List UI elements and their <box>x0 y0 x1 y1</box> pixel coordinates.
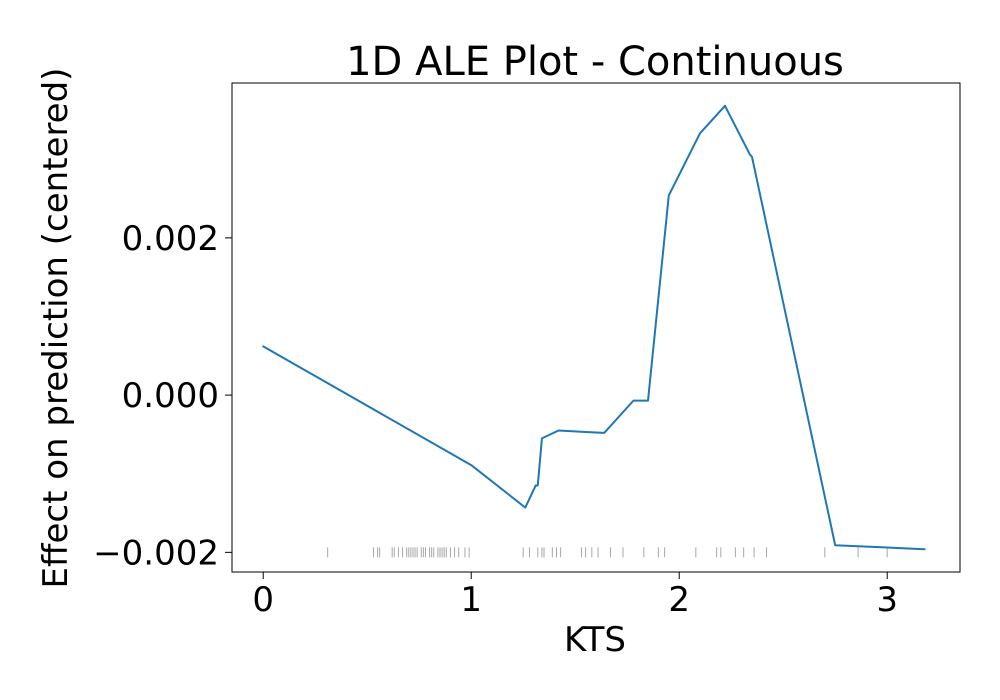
y-tick-label: 0.002 <box>122 219 219 259</box>
x-axis-label: KTS <box>564 620 626 660</box>
x-tick-label: 3 <box>876 580 898 620</box>
series-layer <box>262 104 926 551</box>
ale-series-line <box>262 104 926 551</box>
rug-marks <box>327 547 888 558</box>
chart-title: 1D ALE Plot - Continuous <box>346 39 844 85</box>
x-tick-label: 0 <box>252 580 274 620</box>
plot-area-frame <box>231 82 961 573</box>
x-tick-label: 2 <box>668 580 690 620</box>
y-axis-label: Effect on prediction (centered) <box>36 68 76 589</box>
y-tick-label: −0.002 <box>93 533 219 573</box>
axis-ticks: 0 1 2 3 −0.002 0.000 0.002 <box>93 219 898 620</box>
x-tick-label: 1 <box>460 580 482 620</box>
y-tick-label: 0.000 <box>122 376 219 416</box>
